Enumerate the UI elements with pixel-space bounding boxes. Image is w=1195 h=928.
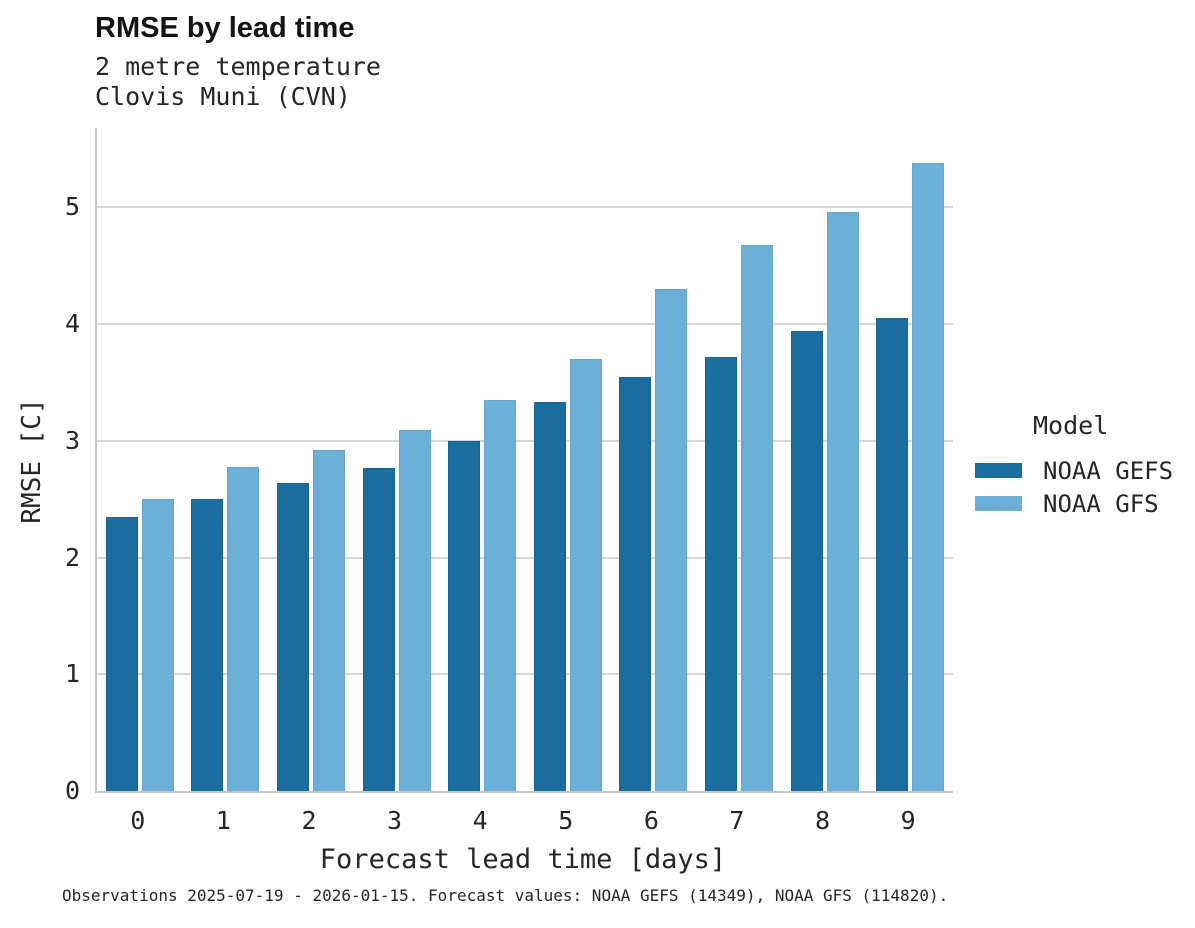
bar-noaa-gefs-lead-4 xyxy=(448,440,481,791)
legend: Model NOAA GEFS NOAA GFS xyxy=(975,411,1173,520)
x-tick-label-7: 7 xyxy=(729,806,745,835)
x-tick-label-3: 3 xyxy=(387,806,403,835)
y-axis-tick-labels: 0 1 2 3 4 5 xyxy=(0,128,80,805)
bar-noaa-gefs-lead-6 xyxy=(619,376,652,791)
bar-noaa-gefs-lead-1 xyxy=(191,499,224,791)
gridline-y3 xyxy=(97,439,953,442)
gridline-y5 xyxy=(97,206,953,209)
bar-group-lead-9 xyxy=(867,128,953,791)
bar-noaa-gfs-lead-1 xyxy=(227,466,260,791)
x-axis-tick-labels: 0 1 2 3 4 5 6 7 8 9 xyxy=(95,806,951,835)
y-tick-label-3: 3 xyxy=(64,425,80,455)
bar-group-lead-5 xyxy=(525,128,611,791)
bar-group-lead-6 xyxy=(611,128,697,791)
bar-noaa-gefs-lead-9 xyxy=(876,318,909,791)
bar-noaa-gefs-lead-8 xyxy=(790,331,823,791)
bar-group-lead-3 xyxy=(354,128,440,791)
x-tick-label-8: 8 xyxy=(815,806,831,835)
bar-noaa-gefs-lead-3 xyxy=(362,467,395,791)
bar-group-lead-7 xyxy=(696,128,782,791)
bar-noaa-gfs-lead-5 xyxy=(569,359,602,791)
x-tick-label-1: 1 xyxy=(215,806,231,835)
legend-swatch-noaa-gfs xyxy=(975,496,1022,511)
gridline-y4 xyxy=(97,323,953,326)
bar-noaa-gfs-lead-9 xyxy=(912,163,945,791)
bar-noaa-gfs-lead-3 xyxy=(398,430,431,791)
legend-swatch-noaa-gefs xyxy=(975,463,1022,478)
x-tick-label-2: 2 xyxy=(301,806,317,835)
x-tick-label-9: 9 xyxy=(900,806,916,835)
bar-group-lead-8 xyxy=(782,128,868,791)
bar-groups xyxy=(97,128,953,791)
legend-title: Model xyxy=(1033,411,1109,440)
chart-title: RMSE by lead time xyxy=(95,12,355,44)
gridline-y2 xyxy=(97,556,953,559)
y-tick-label-2: 2 xyxy=(64,542,80,572)
x-tick-label-6: 6 xyxy=(643,806,659,835)
x-tick-label-0: 0 xyxy=(130,806,146,835)
legend-entry-noaa-gefs: NOAA GEFS xyxy=(975,454,1173,487)
bar-group-lead-1 xyxy=(183,128,269,791)
legend-label-noaa-gfs: NOAA GFS xyxy=(1043,489,1159,518)
bar-noaa-gefs-lead-5 xyxy=(533,402,566,791)
bar-noaa-gfs-lead-6 xyxy=(655,289,688,791)
bar-noaa-gfs-lead-7 xyxy=(740,244,773,791)
footer-caption: Observations 2025-07-19 - 2026-01-15. Fo… xyxy=(62,886,949,905)
legend-entry-noaa-gfs: NOAA GFS xyxy=(975,487,1173,520)
bar-noaa-gfs-lead-2 xyxy=(312,450,345,791)
bar-group-lead-2 xyxy=(268,128,354,791)
bar-group-lead-4 xyxy=(439,128,525,791)
plot-area xyxy=(95,128,953,793)
bar-noaa-gfs-lead-0 xyxy=(141,499,174,791)
y-tick-label-0: 0 xyxy=(64,776,80,805)
x-axis-title: Forecast lead time [days] xyxy=(319,844,727,875)
bar-noaa-gefs-lead-2 xyxy=(276,482,309,791)
chart-subtitle-station: Clovis Muni (CVN) xyxy=(95,82,351,111)
gridline-y1 xyxy=(97,673,953,676)
y-tick-label-5: 5 xyxy=(64,192,80,222)
bar-noaa-gefs-lead-0 xyxy=(105,516,138,791)
x-tick-label-5: 5 xyxy=(558,806,574,835)
bar-noaa-gfs-lead-8 xyxy=(826,212,859,791)
y-tick-label-4: 4 xyxy=(64,309,80,339)
legend-label-noaa-gefs: NOAA GEFS xyxy=(1043,456,1174,485)
bar-group-lead-0 xyxy=(97,128,183,791)
x-tick-label-4: 4 xyxy=(472,806,488,835)
chart-subtitle-variable: 2 metre temperature xyxy=(95,52,381,81)
bar-noaa-gefs-lead-7 xyxy=(704,356,737,791)
y-tick-label-1: 1 xyxy=(64,659,80,689)
bar-noaa-gfs-lead-4 xyxy=(484,399,517,791)
